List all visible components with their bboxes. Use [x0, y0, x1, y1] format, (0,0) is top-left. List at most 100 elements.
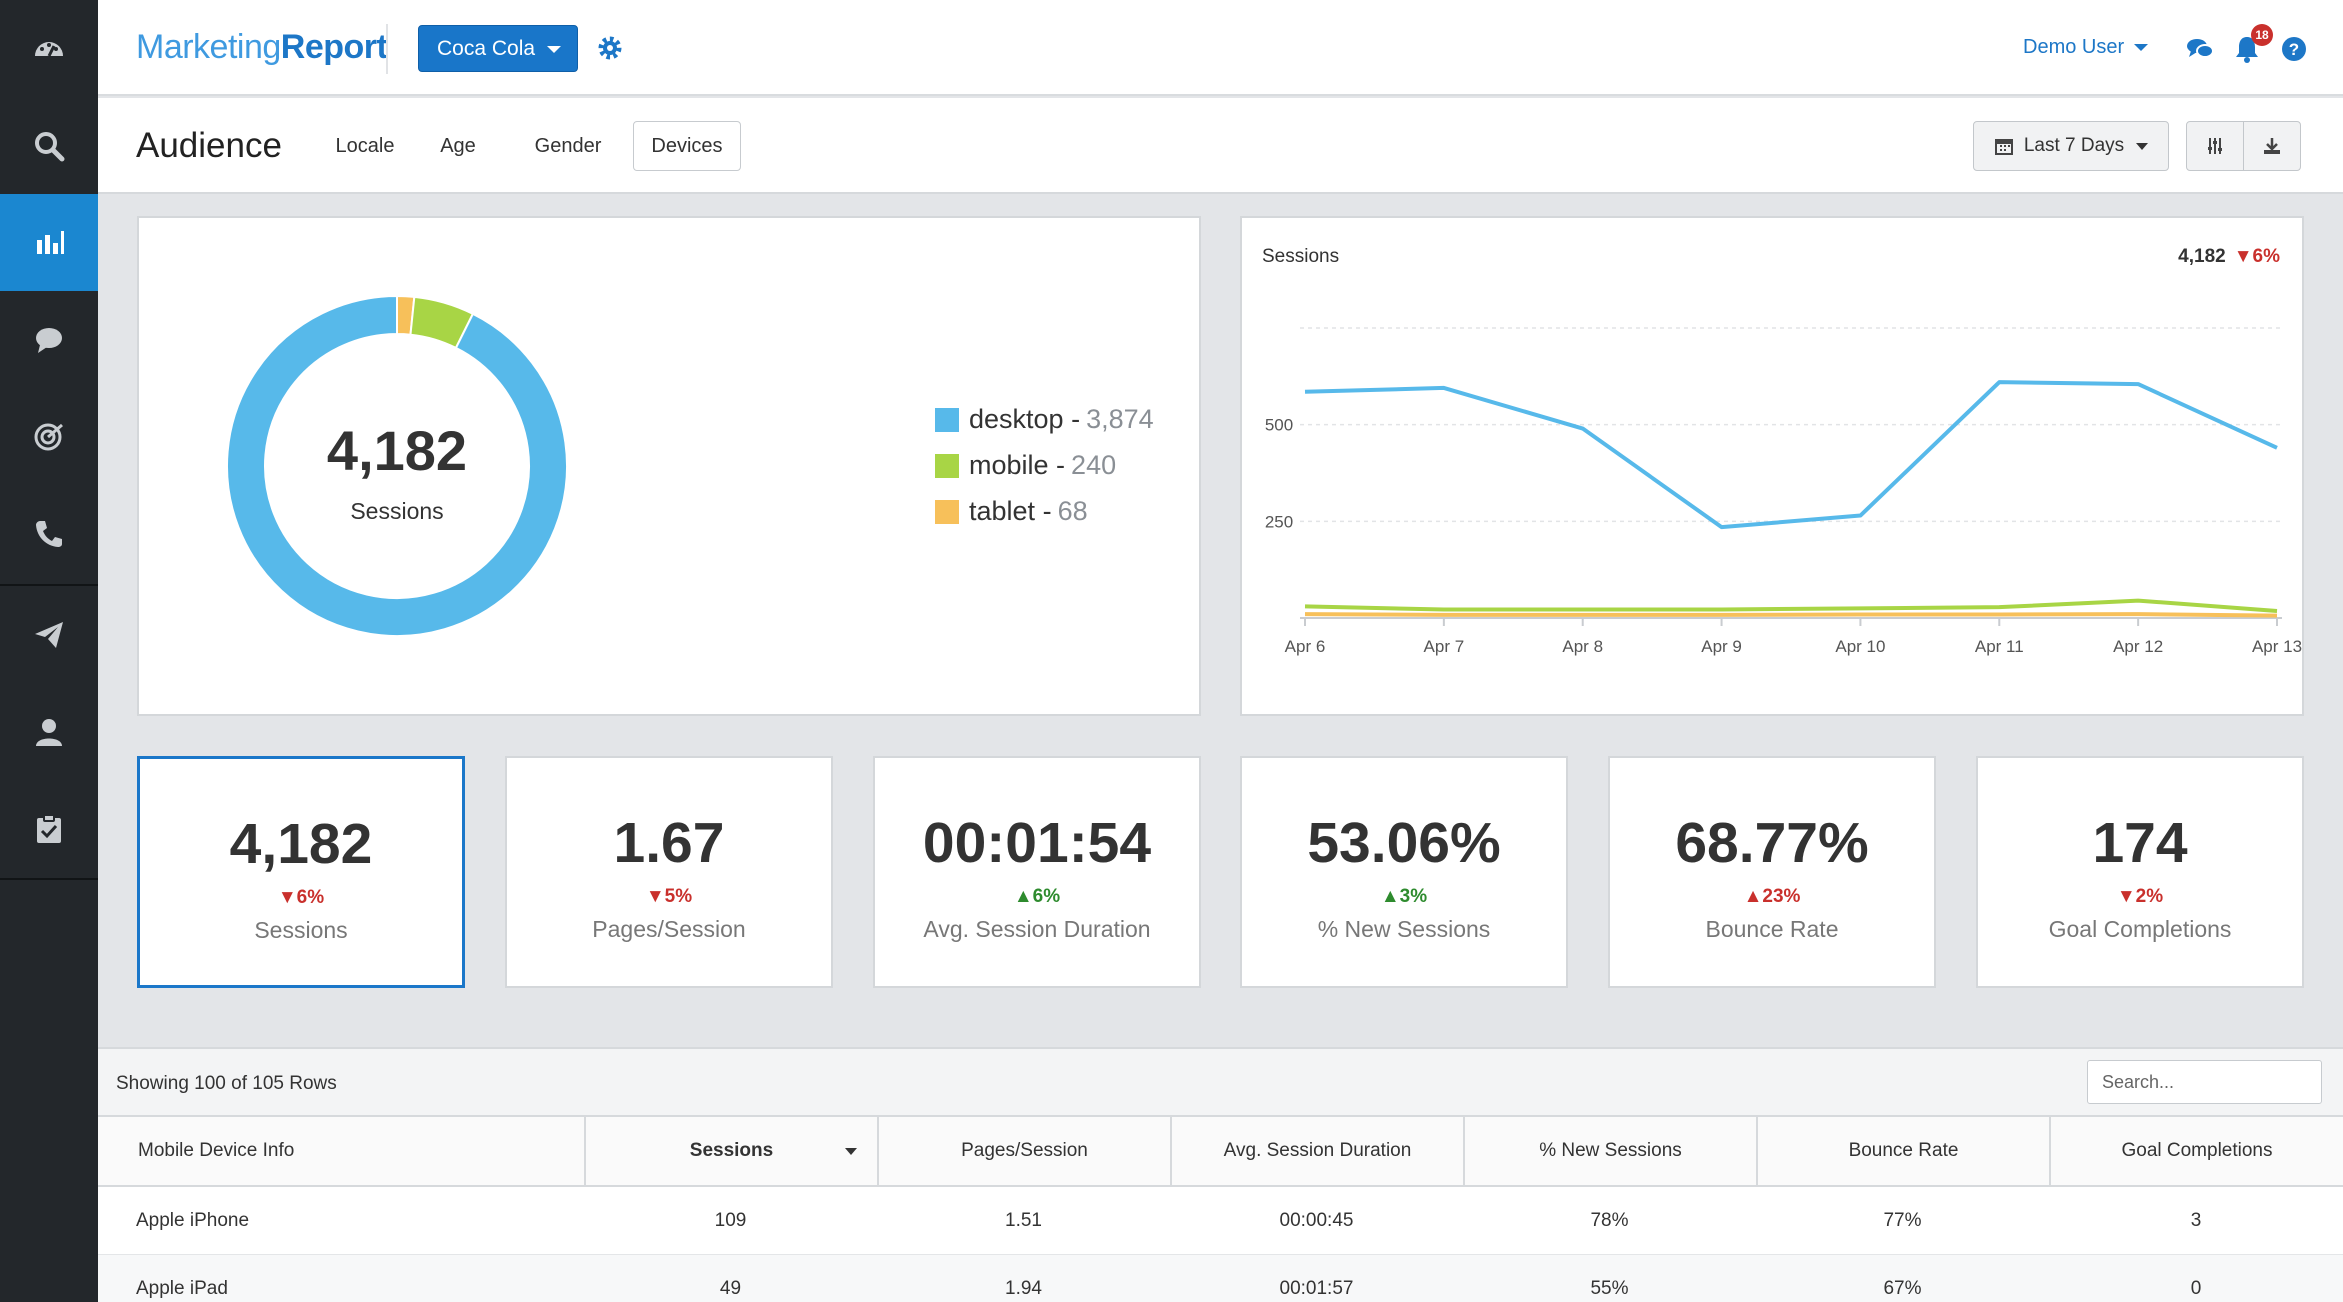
clipboard-check-icon: [37, 813, 61, 843]
table-row[interactable]: Apple iPad 49 1.94 00:01:57 55% 67% 0: [98, 1255, 2343, 1302]
sidebar-item-reports[interactable]: [0, 194, 98, 291]
legend-swatch: [935, 453, 959, 478]
kpi-value: 4,182: [229, 812, 373, 876]
kpi-card-pages-session[interactable]: 1.67 ▼5% Pages/Session: [505, 756, 833, 988]
column-header-goal-completions[interactable]: Goal Completions: [2049, 1117, 2343, 1185]
date-range-label: Last 7 Days: [2023, 135, 2125, 156]
donut-slice-desktop[interactable]: [226, 294, 568, 637]
table-toolbar: Showing 100 of 105 Rows: [98, 1049, 2343, 1117]
series-line-mobile[interactable]: [1304, 598, 2278, 614]
kpi-value: 1.67: [613, 811, 725, 875]
device-donut-panel: 4,182 Sessions desktop - 3,874 mobile - …: [137, 216, 1201, 716]
sidebar-item-tasks[interactable]: [0, 780, 98, 877]
kpi-card-goal-completions[interactable]: 174 ▼2% Goal Completions: [1976, 756, 2304, 988]
download-button[interactable]: [2243, 121, 2301, 171]
table-row[interactable]: Apple iPhone 109 1.51 00:00:45 78% 77% 3: [98, 1187, 2343, 1255]
row-count: Showing 100 of 105 Rows: [116, 1073, 337, 1094]
user-icon: [36, 718, 62, 746]
legend-item-mobile[interactable]: mobile - 240: [935, 450, 1116, 481]
series-line-desktop[interactable]: [1304, 380, 2278, 530]
kpi-label: Pages/Session: [592, 916, 746, 942]
sort-caret-icon: [845, 1148, 857, 1155]
column-header-new-sessions[interactable]: % New Sessions: [1463, 1117, 1756, 1185]
sidebar-item-users[interactable]: [0, 683, 98, 780]
table-search-input[interactable]: [2087, 1060, 2322, 1104]
user-menu[interactable]: Demo User: [2023, 36, 2149, 59]
tab-gender[interactable]: Gender: [534, 134, 602, 157]
cell-goal-completions: 0: [2190, 1278, 2202, 1299]
kpi-value: 00:01:54: [922, 811, 1152, 875]
user-name: Demo User: [2023, 36, 2125, 58]
kpi-card-bounce-rate[interactable]: 68.77% ▲23% Bounce Rate: [1608, 756, 1936, 988]
kpi-change: ▲23%: [1743, 886, 1801, 907]
y-tick-label: 500: [1265, 416, 1293, 435]
x-tick-label: Apr 6: [1285, 637, 1326, 656]
x-tick-label: Apr 11: [1975, 637, 2024, 656]
chart-change: ▼6%: [2233, 246, 2280, 267]
kpi-value: 68.77%: [1675, 811, 1869, 875]
kpi-label: Avg. Session Duration: [923, 916, 1151, 942]
kpi-change: ▼5%: [645, 886, 693, 907]
chat-icon: [36, 327, 62, 353]
x-tick-label: Apr 13: [2252, 637, 2302, 656]
kpi-value: 53.06%: [1307, 811, 1501, 875]
filter-button[interactable]: [2186, 121, 2244, 171]
date-range-button[interactable]: Last 7 Days: [1973, 121, 2169, 171]
sidebar-item-calls[interactable]: [0, 485, 98, 582]
sidebar-item-targets[interactable]: [0, 388, 98, 485]
sessions-line-panel: 250 500 Apr 6 Apr 7 Apr 8 Apr 9 Apr 10 Apr 11 Ap…: [1240, 216, 2304, 716]
legend-name: desktop: [969, 404, 1064, 434]
chat-bubbles-icon[interactable]: [2185, 34, 2215, 64]
cell-goal-completions: 3: [2190, 1210, 2202, 1231]
legend-value: 68: [1057, 496, 1088, 526]
kpi-label: Bounce Rate: [1705, 916, 1839, 942]
x-tick-label: Apr 9: [1701, 637, 1742, 656]
column-header-bounce-rate[interactable]: Bounce Rate: [1756, 1117, 2049, 1185]
sidebar-item-dashboard[interactable]: [0, 0, 98, 97]
download-icon: [2264, 138, 2280, 154]
kpi-value: 174: [2092, 811, 2188, 875]
gear-icon[interactable]: [596, 34, 624, 62]
kpi-card-new-sessions[interactable]: 53.06% ▲3% % New Sessions: [1240, 756, 1568, 988]
cell-avg-duration: 00:01:57: [1279, 1278, 1354, 1299]
svg-text:?: ?: [2289, 40, 2299, 59]
kpi-label: % New Sessions: [1317, 916, 1491, 942]
sub-header: Audience Locale Age Gender Devices Last …: [98, 98, 2343, 194]
column-header-device[interactable]: Mobile Device Info: [138, 1140, 295, 1161]
kpi-change: ▼2%: [2116, 886, 2164, 907]
kpi-card-avg-session-duration[interactable]: 00:01:54 ▲6% Avg. Session Duration: [873, 756, 1201, 988]
kpi-change: ▲3%: [1380, 886, 1428, 907]
app-logo[interactable]: MarketingReport: [136, 28, 388, 66]
kpi-card-sessions[interactable]: 4,182 ▼6% Sessions: [137, 756, 465, 988]
cell-new-sessions: 78%: [1590, 1210, 1629, 1231]
column-header-label: Sessions: [689, 1140, 774, 1161]
tab-locale[interactable]: Locale: [335, 134, 395, 157]
sidebar-item-search[interactable]: [0, 97, 98, 194]
cell-sessions: 109: [714, 1210, 747, 1231]
help-icon[interactable]: ?: [2279, 34, 2309, 64]
legend-value: 3,874: [1086, 404, 1154, 434]
dashboard-icon: [35, 41, 63, 57]
column-header-avg-duration[interactable]: Avg. Session Duration: [1170, 1117, 1463, 1185]
cell-device: Apple iPad: [136, 1278, 228, 1299]
tab-age[interactable]: Age: [440, 134, 476, 157]
bar-chart-icon: [37, 230, 64, 254]
legend-item-desktop[interactable]: desktop - 3,874: [935, 404, 1154, 435]
tab-devices[interactable]: Devices: [633, 121, 741, 171]
device-table: Showing 100 of 105 Rows Mobile Device In…: [98, 1047, 2343, 1302]
bell-icon[interactable]: [2232, 34, 2262, 64]
legend-swatch: [935, 407, 959, 432]
sliders-icon: [2208, 138, 2222, 154]
sessions-line-chart: 250 500 Apr 6 Apr 7 Apr 8 Apr 9 Apr 10 Apr 11 Ap…: [1265, 327, 2302, 656]
client-name: Coca Cola: [437, 36, 536, 60]
legend-item-tablet[interactable]: tablet - 68: [935, 496, 1088, 527]
series-line-tablet[interactable]: [1304, 612, 2278, 618]
legend-swatch: [935, 499, 959, 524]
header-divider: [386, 24, 388, 74]
sidebar-item-send[interactable]: [0, 586, 98, 683]
target-icon: [34, 423, 63, 450]
column-header-pages-session[interactable]: Pages/Session: [877, 1117, 1170, 1185]
column-header-sessions[interactable]: Sessions: [584, 1117, 877, 1185]
client-selector-button[interactable]: Coca Cola: [418, 25, 578, 72]
sidebar-item-chat[interactable]: [0, 291, 98, 388]
